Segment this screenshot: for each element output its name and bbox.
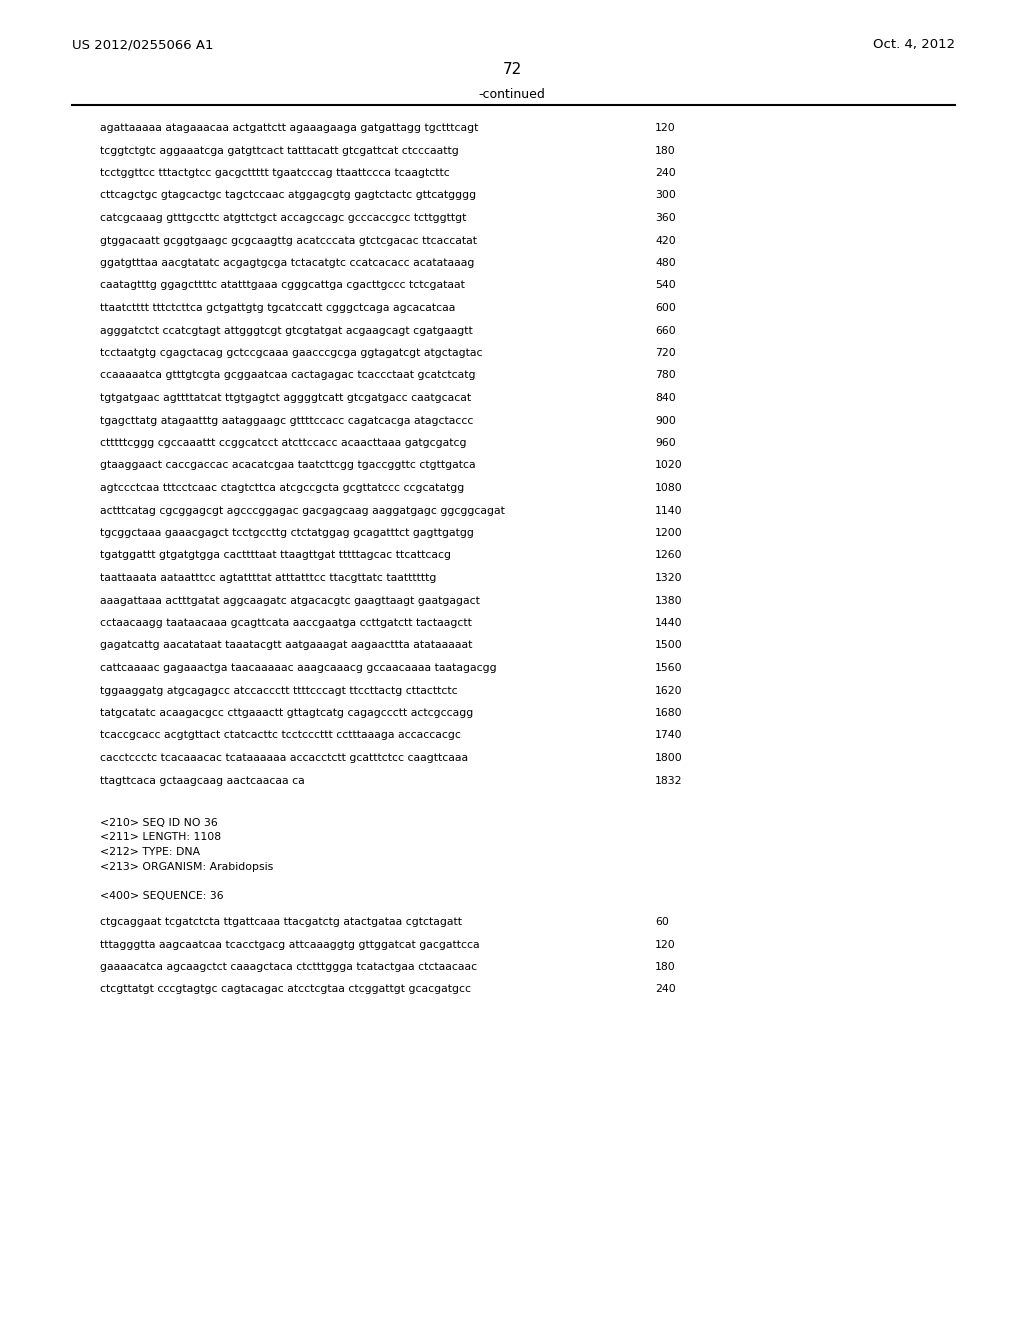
Text: -continued: -continued — [478, 88, 546, 102]
Text: <211> LENGTH: 1108: <211> LENGTH: 1108 — [100, 833, 221, 842]
Text: tggaaggatg atgcagagcc atccaccctt ttttcccagt ttccttactg cttacttctc: tggaaggatg atgcagagcc atccaccctt ttttccc… — [100, 685, 458, 696]
Text: 240: 240 — [655, 168, 676, 178]
Text: 420: 420 — [655, 235, 676, 246]
Text: agggatctct ccatcgtagt attgggtcgt gtcgtatgat acgaagcagt cgatgaagtt: agggatctct ccatcgtagt attgggtcgt gtcgtat… — [100, 326, 473, 335]
Text: cacctccctc tcacaaacac tcataaaaaa accacctctt gcatttctcc caagttcaaa: cacctccctc tcacaaacac tcataaaaaa accacct… — [100, 752, 468, 763]
Text: tcaccgcacc acgtgttact ctatcacttc tcctcccttt cctttaaaga accaccacgc: tcaccgcacc acgtgttact ctatcacttc tcctccc… — [100, 730, 461, 741]
Text: tgcggctaaa gaaacgagct tcctgccttg ctctatggag gcagatttct gagttgatgg: tgcggctaaa gaaacgagct tcctgccttg ctctatg… — [100, 528, 474, 539]
Text: 1440: 1440 — [655, 618, 683, 628]
Text: gtggacaatt gcggtgaagc gcgcaagttg acatcccata gtctcgacac ttcaccatat: gtggacaatt gcggtgaagc gcgcaagttg acatccc… — [100, 235, 477, 246]
Text: tgagcttatg atagaatttg aataggaagc gttttccacc cagatcacga atagctaccc: tgagcttatg atagaatttg aataggaagc gttttcc… — [100, 416, 473, 425]
Text: 1740: 1740 — [655, 730, 683, 741]
Text: 900: 900 — [655, 416, 676, 425]
Text: 1380: 1380 — [655, 595, 683, 606]
Text: actttcatag cgcggagcgt agcccggagac gacgagcaag aaggatgagc ggcggcagat: actttcatag cgcggagcgt agcccggagac gacgag… — [100, 506, 505, 516]
Text: cttcagctgc gtagcactgc tagctccaac atggagcgtg gagtctactc gttcatgggg: cttcagctgc gtagcactgc tagctccaac atggagc… — [100, 190, 476, 201]
Text: 120: 120 — [655, 940, 676, 949]
Text: taattaaata aataatttcc agtattttat atttatttcc ttacgttatc taattttttg: taattaaata aataatttcc agtattttat atttatt… — [100, 573, 436, 583]
Text: ggatgtttaa aacgtatatc acgagtgcga tctacatgtc ccatcacacc acatataaag: ggatgtttaa aacgtatatc acgagtgcga tctacat… — [100, 257, 474, 268]
Text: 180: 180 — [655, 962, 676, 972]
Text: 240: 240 — [655, 985, 676, 994]
Text: 60: 60 — [655, 917, 669, 927]
Text: catcgcaaag gtttgccttc atgttctgct accagccagc gcccaccgcc tcttggttgt: catcgcaaag gtttgccttc atgttctgct accagcc… — [100, 213, 466, 223]
Text: agattaaaaa atagaaacaa actgattctt agaaagaaga gatgattagg tgctttcagt: agattaaaaa atagaaacaa actgattctt agaaaga… — [100, 123, 478, 133]
Text: tcggtctgtc aggaaatcga gatgttcact tatttacatt gtcgattcat ctcccaattg: tcggtctgtc aggaaatcga gatgttcact tatttac… — [100, 145, 459, 156]
Text: <213> ORGANISM: Arabidopsis: <213> ORGANISM: Arabidopsis — [100, 862, 273, 871]
Text: cattcaaaac gagaaactga taacaaaaac aaagcaaacg gccaacaaaa taatagacgg: cattcaaaac gagaaactga taacaaaaac aaagcaa… — [100, 663, 497, 673]
Text: <210> SEQ ID NO 36: <210> SEQ ID NO 36 — [100, 818, 218, 828]
Text: gaaaacatca agcaagctct caaagctaca ctctttggga tcatactgaa ctctaacaac: gaaaacatca agcaagctct caaagctaca ctctttg… — [100, 962, 477, 972]
Text: 1200: 1200 — [655, 528, 683, 539]
Text: tcctggttcc tttactgtcc gacgcttttt tgaatcccag ttaattccca tcaagtcttc: tcctggttcc tttactgtcc gacgcttttt tgaatcc… — [100, 168, 450, 178]
Text: 660: 660 — [655, 326, 676, 335]
Text: tgatggattt gtgatgtgga cacttttaat ttaagttgat tttttagcac ttcattcacg: tgatggattt gtgatgtgga cacttttaat ttaagtt… — [100, 550, 451, 561]
Text: ccaaaaatca gtttgtcgta gcggaatcaa cactagagac tcaccctaat gcatctcatg: ccaaaaatca gtttgtcgta gcggaatcaa cactaga… — [100, 371, 475, 380]
Text: <400> SEQUENCE: 36: <400> SEQUENCE: 36 — [100, 891, 223, 900]
Text: 120: 120 — [655, 123, 676, 133]
Text: 540: 540 — [655, 281, 676, 290]
Text: 1080: 1080 — [655, 483, 683, 492]
Text: 480: 480 — [655, 257, 676, 268]
Text: gtaaggaact caccgaccac acacatcgaa taatcttcgg tgaccggttc ctgttgatca: gtaaggaact caccgaccac acacatcgaa taatctt… — [100, 461, 475, 470]
Text: <212> TYPE: DNA: <212> TYPE: DNA — [100, 847, 200, 857]
Text: 780: 780 — [655, 371, 676, 380]
Text: ttaatctttt tttctcttca gctgattgtg tgcatccatt cgggctcaga agcacatcaa: ttaatctttt tttctcttca gctgattgtg tgcatcc… — [100, 304, 456, 313]
Text: 1140: 1140 — [655, 506, 683, 516]
Text: tttagggtta aagcaatcaa tcacctgacg attcaaaggtg gttggatcat gacgattcca: tttagggtta aagcaatcaa tcacctgacg attcaaa… — [100, 940, 479, 949]
Text: US 2012/0255066 A1: US 2012/0255066 A1 — [72, 38, 213, 51]
Text: ctttttcggg cgccaaattt ccggcatcct atcttccacc acaacttaaa gatgcgatcg: ctttttcggg cgccaaattt ccggcatcct atcttcc… — [100, 438, 467, 447]
Text: 600: 600 — [655, 304, 676, 313]
Text: 1620: 1620 — [655, 685, 683, 696]
Text: 1020: 1020 — [655, 461, 683, 470]
Text: 1560: 1560 — [655, 663, 683, 673]
Text: gagatcattg aacatataat taaatacgtt aatgaaagat aagaacttta atataaaaat: gagatcattg aacatataat taaatacgtt aatgaaa… — [100, 640, 472, 651]
Text: 1832: 1832 — [655, 776, 683, 785]
Text: ctgcaggaat tcgatctcta ttgattcaaa ttacgatctg atactgataa cgtctagatt: ctgcaggaat tcgatctcta ttgattcaaa ttacgat… — [100, 917, 462, 927]
Text: 1800: 1800 — [655, 752, 683, 763]
Text: Oct. 4, 2012: Oct. 4, 2012 — [872, 38, 955, 51]
Text: 1500: 1500 — [655, 640, 683, 651]
Text: 840: 840 — [655, 393, 676, 403]
Text: 180: 180 — [655, 145, 676, 156]
Text: tatgcatatc acaagacgcc cttgaaactt gttagtcatg cagagccctt actcgccagg: tatgcatatc acaagacgcc cttgaaactt gttagtc… — [100, 708, 473, 718]
Text: aaagattaaa actttgatat aggcaagatc atgacacgtc gaagttaagt gaatgagact: aaagattaaa actttgatat aggcaagatc atgacac… — [100, 595, 480, 606]
Text: 720: 720 — [655, 348, 676, 358]
Text: tcctaatgtg cgagctacag gctccgcaaa gaacccgcga ggtagatcgt atgctagtac: tcctaatgtg cgagctacag gctccgcaaa gaacccg… — [100, 348, 482, 358]
Text: 360: 360 — [655, 213, 676, 223]
Text: 300: 300 — [655, 190, 676, 201]
Text: tgtgatgaac agttttatcat ttgtgagtct aggggtcatt gtcgatgacc caatgcacat: tgtgatgaac agttttatcat ttgtgagtct aggggt… — [100, 393, 471, 403]
Text: 1320: 1320 — [655, 573, 683, 583]
Text: 72: 72 — [503, 62, 521, 77]
Text: agtccctcaa tttcctcaac ctagtcttca atcgccgcta gcgttatccc ccgcatatgg: agtccctcaa tttcctcaac ctagtcttca atcgccg… — [100, 483, 464, 492]
Text: 1680: 1680 — [655, 708, 683, 718]
Text: 960: 960 — [655, 438, 676, 447]
Text: caatagtttg ggagcttttc atatttgaaa cgggcattga cgacttgccc tctcgataat: caatagtttg ggagcttttc atatttgaaa cgggcat… — [100, 281, 465, 290]
Text: 1260: 1260 — [655, 550, 683, 561]
Text: ttagttcaca gctaagcaag aactcaacaa ca: ttagttcaca gctaagcaag aactcaacaa ca — [100, 776, 305, 785]
Text: ctcgttatgt cccgtagtgc cagtacagac atcctcgtaa ctcggattgt gcacgatgcc: ctcgttatgt cccgtagtgc cagtacagac atcctcg… — [100, 985, 471, 994]
Text: cctaacaagg taataacaaa gcagttcata aaccgaatga ccttgatctt tactaagctt: cctaacaagg taataacaaa gcagttcata aaccgaa… — [100, 618, 472, 628]
